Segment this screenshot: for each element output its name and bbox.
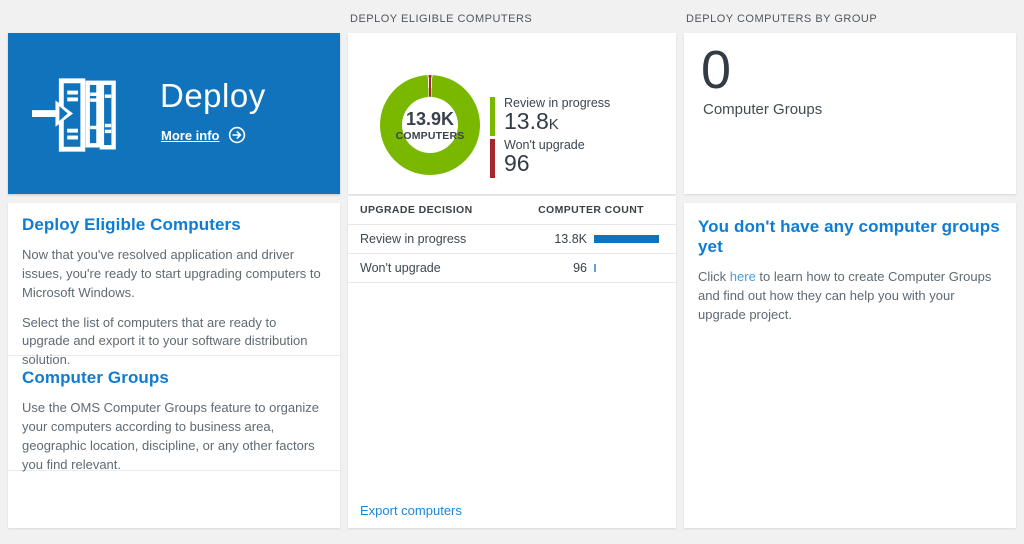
- donut-legend: Review in progress 13.8K Won't upgrade 9…: [490, 97, 610, 181]
- deploy-overview-tile[interactable]: Deploy More info: [8, 33, 340, 194]
- section-heading-deploy-eligible-computers: Deploy Eligible Computers: [22, 215, 241, 234]
- count-bar: [594, 264, 596, 272]
- empty-state-heading: You don't have any computer groups yet: [698, 217, 1000, 256]
- more-info-label: More info: [161, 127, 220, 143]
- eligible-computers-chart-tile: 13.9K COMPUTERS Review in progress 13.8K…: [348, 33, 676, 194]
- legend-value: 96: [504, 150, 530, 176]
- computer-groups-count: 0: [701, 40, 732, 100]
- deploy-icon: [32, 78, 116, 152]
- legend-color-bar-green: [490, 97, 495, 136]
- column-header-upgrade-decision: UPGRADE DECISION: [360, 204, 473, 216]
- empty-state-text-before: Click: [698, 269, 730, 284]
- section-paragraph: Now that you've resolved application and…: [22, 247, 321, 300]
- legend-label: Won't upgrade: [504, 138, 585, 152]
- empty-section: [8, 470, 340, 528]
- deploy-eligible-computers-section: Deploy Eligible Computers Now that you'v…: [8, 203, 340, 367]
- deploy-info-panel: Deploy Eligible Computers Now that you'v…: [8, 203, 340, 528]
- computer-groups-empty-panel: You don't have any computer groups yet C…: [684, 203, 1016, 528]
- legend-item-wont-upgrade: Won't upgrade 96: [490, 139, 610, 178]
- here-link[interactable]: here: [729, 269, 756, 284]
- count-bar: [594, 235, 659, 243]
- computer-groups-count-tile: 0 Computer Groups: [684, 33, 1016, 194]
- export-computers-link[interactable]: Export computers: [360, 503, 462, 518]
- column-header-computer-count: COMPUTER COUNT: [538, 204, 644, 216]
- donut-center: 13.9K COMPUTERS: [396, 97, 464, 153]
- upgrade-decision-cell: Won't upgrade: [360, 261, 441, 275]
- donut-chart[interactable]: 13.9K COMPUTERS: [380, 75, 480, 175]
- donut-center-label: COMPUTERS: [395, 129, 465, 142]
- upgrade-decision-table-panel: UPGRADE DECISION COMPUTER COUNT Review i…: [348, 196, 676, 528]
- empty-state-text: Click here to learn how to create Comput…: [698, 268, 1002, 325]
- deploy-title: Deploy: [160, 77, 266, 114]
- legend-label: Review in progress: [504, 96, 611, 110]
- section-paragraph: Use the OMS Computer Groups feature to o…: [22, 400, 319, 472]
- legend-item-review-in-progress: Review in progress 13.8K: [490, 97, 610, 136]
- computer-count-cell: 96: [573, 261, 587, 275]
- section-header-deploy-eligible-computers: DEPLOY ELIGIBLE COMPUTERS: [350, 13, 533, 25]
- legend-color-bar-red: [490, 139, 495, 178]
- computer-groups-section: Computer Groups Use the OMS Computer Gro…: [8, 355, 340, 472]
- more-info-link[interactable]: More info: [161, 126, 246, 144]
- section-header-deploy-computers-by-group: DEPLOY COMPUTERS BY GROUP: [686, 13, 878, 25]
- table-row-review-in-progress[interactable]: Review in progress 13.8K: [348, 225, 676, 254]
- table-row-wont-upgrade[interactable]: Won't upgrade 96: [348, 254, 676, 283]
- empty-state-text-after: to learn how to create Computer Groups a…: [698, 269, 992, 322]
- arrow-circle-icon[interactable]: [228, 126, 246, 144]
- count-bar-track: [594, 264, 664, 272]
- upgrade-decision-cell: Review in progress: [360, 232, 467, 246]
- legend-value: 13.8K: [504, 108, 559, 134]
- donut-center-value: 13.9K: [405, 108, 455, 129]
- computer-groups-count-label: Computer Groups: [703, 101, 823, 118]
- section-paragraph: Select the list of computers that are re…: [22, 314, 308, 368]
- count-bar-track: [594, 235, 664, 243]
- computer-count-cell: 13.8K: [554, 232, 587, 246]
- section-heading-computer-groups: Computer Groups: [22, 368, 169, 387]
- table-header-row: UPGRADE DECISION COMPUTER COUNT: [348, 196, 676, 225]
